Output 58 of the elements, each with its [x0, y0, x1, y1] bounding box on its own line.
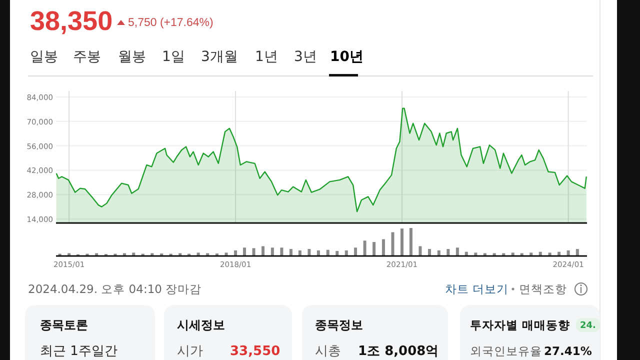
- bar: [308, 249, 311, 256]
- text: 시가: [177, 344, 203, 359]
- bar: [234, 250, 238, 256]
- bar: [446, 249, 450, 256]
- text: 주봉: [73, 49, 101, 65]
- bar: [252, 248, 256, 256]
- text: 33,550: [230, 344, 280, 359]
- text: 27.41%: [544, 344, 592, 358]
- text: 차트 더보기: [445, 282, 509, 296]
- bar: [336, 250, 339, 256]
- bar: [242, 248, 246, 256]
- text: 면책조항: [519, 282, 567, 296]
- bar: [409, 228, 412, 256]
- bar: [400, 228, 404, 256]
- text: 24.: [580, 321, 596, 331]
- text: 3개월: [201, 49, 238, 65]
- text: 외국인보유율: [470, 344, 542, 358]
- bar: [262, 246, 265, 256]
- bar: [576, 249, 579, 256]
- bar: [511, 252, 514, 256]
- bar: [344, 250, 348, 256]
- bar: [428, 249, 431, 256]
- text: 10년: [330, 49, 364, 65]
- bar: [280, 248, 284, 256]
- text: 월봉: [118, 49, 146, 65]
- bar: [530, 252, 533, 256]
- chart-title: 38,350: [30, 6, 113, 36]
- text: 시총: [315, 344, 341, 359]
- text: 3년: [294, 49, 317, 65]
- bar: [363, 240, 366, 256]
- bar: [474, 252, 478, 256]
- text: 2024.04.29. 오후 04:10 장마감: [28, 282, 202, 296]
- bar: [456, 248, 459, 256]
- bar: [391, 232, 394, 256]
- text: 시세정보: [177, 318, 225, 332]
- bar: [289, 249, 292, 256]
- text: 투자자별 매매동향: [470, 318, 570, 332]
- bar: [382, 239, 385, 256]
- bar: [354, 248, 358, 256]
- text: 일봉: [30, 49, 58, 65]
- bar: [418, 246, 422, 256]
- bar: [548, 252, 552, 256]
- text: 1일: [162, 49, 185, 65]
- text: 1년: [255, 49, 278, 65]
- chart-subtitle: 5,750 (+17.64%): [128, 17, 214, 29]
- text: 종목토론: [40, 318, 88, 332]
- bar: [132, 252, 136, 256]
- bar: [298, 250, 302, 256]
- bar: [316, 250, 320, 256]
- text: 종목정보: [315, 318, 363, 332]
- text: 1조 8,008억: [358, 344, 439, 359]
- bar: [270, 248, 274, 256]
- bar: [224, 252, 228, 256]
- bar: [566, 250, 570, 256]
- bar: [372, 242, 376, 256]
- bar: [196, 252, 200, 256]
- text: 최근 1주일간: [40, 344, 118, 359]
- bar: [437, 250, 440, 256]
